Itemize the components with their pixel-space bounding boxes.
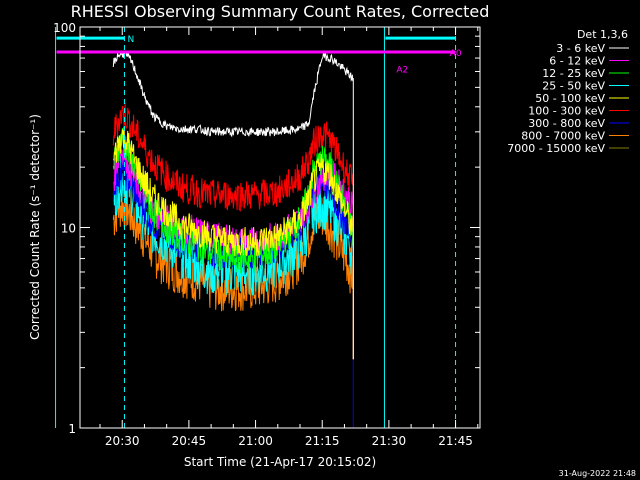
y-tick-label: 1 [68,422,76,436]
series-line-0 [112,51,354,360]
x-axis-ticks: 20:30 20:45 21:00 21:15 21:30 21:45 [99,27,479,448]
legend-label: 100 - 300 keV [528,105,605,118]
x-tick-label: 21:45 [438,434,473,448]
annotation-2: A2 [396,66,408,76]
legend-label: 6 - 12 keV [549,55,605,68]
series-traces [112,51,354,428]
legend-title: Det 1,3,6 [577,28,628,41]
annotation-1: A0 [450,49,462,59]
y-tick-label: 10 [61,222,76,236]
x-axis-label: Start Time (21-Apr-17 20:15:02) [184,455,376,469]
x-tick-label: 20:30 [105,434,140,448]
legend-label: 3 - 6 keV [556,42,605,55]
y-tick-label: 100 [53,21,76,35]
chart-title: RHESSI Observing Summary Count Rates, Co… [71,2,490,21]
legend-label: 7000 - 15000 keV [507,142,605,155]
reference-lines: N A0 A2 [55,27,462,428]
x-tick-label: 20:45 [172,434,207,448]
x-tick-label: 21:30 [372,434,407,448]
legend-label: 12 - 25 keV [542,67,605,80]
x-tick-label: 21:00 [238,434,273,448]
legend-label: 25 - 50 keV [542,80,605,93]
timestamp: 31-Aug-2022 21:48 [559,469,636,478]
y-axis-label: Corrected Count Rate (s⁻¹ detector⁻¹) [28,114,42,340]
annotation-0: N [127,35,134,45]
x-tick-label: 21:15 [305,434,340,448]
series-line-4 [112,125,354,360]
legend-label: 300 - 800 keV [528,117,605,130]
y-axis-ticks: 1 10 100 [53,21,480,436]
series-line-5 [112,102,354,360]
legend-label: 800 - 7000 keV [521,130,605,143]
legend-label: 50 - 100 keV [535,92,605,105]
